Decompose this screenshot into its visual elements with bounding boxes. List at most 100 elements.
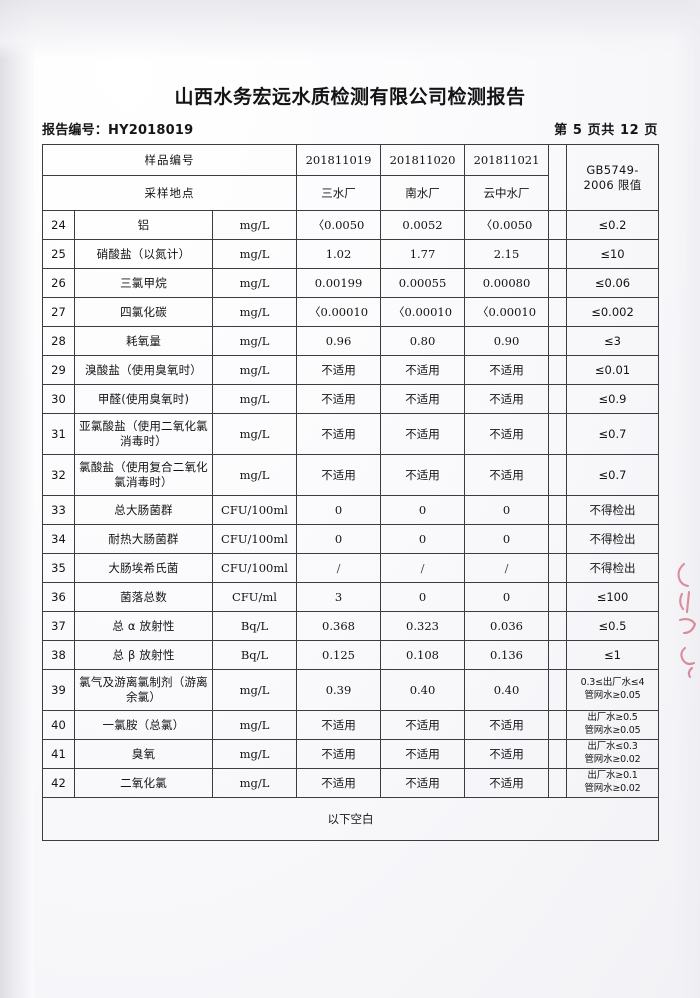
row-value-sample-3: / xyxy=(464,553,549,583)
row-unit: CFU/100ml xyxy=(212,553,297,583)
row-spacer xyxy=(548,611,567,641)
row-index: 35 xyxy=(42,553,75,583)
header-sample-site-label: 采样地点 xyxy=(42,175,297,211)
row-value-sample-1: 0 xyxy=(296,524,381,554)
row-spacer xyxy=(548,495,567,525)
row-unit: mg/L xyxy=(212,268,297,298)
row-limit-value: 出厂水≤0.3 管网水≥0.02 xyxy=(566,739,659,769)
row-spacer xyxy=(548,355,567,385)
row-index: 37 xyxy=(42,611,75,641)
row-index: 27 xyxy=(42,297,75,327)
row-value-sample-2: 0.80 xyxy=(380,326,465,356)
row-unit: Bq/L xyxy=(212,640,297,670)
paper-edge-shadow-left xyxy=(0,0,34,998)
row-spacer xyxy=(548,669,567,711)
table-row: 29 溴酸盐（使用臭氧时） mg/L 不适用 不适用 不适用 ≤0.01 xyxy=(42,355,659,385)
table-row: 28 耗氧量 mg/L 0.96 0.80 0.90 ≤3 xyxy=(42,326,659,356)
page-number: 第 5 页共 12 页 xyxy=(554,123,658,138)
row-parameter-name: 氯气及游离氯制剂（游离余氯） xyxy=(74,669,213,711)
row-index: 28 xyxy=(42,326,75,356)
row-limit-value: ≤3 xyxy=(566,326,659,356)
row-unit: mg/L xyxy=(212,669,297,711)
table-header-sample-site-row: 采样地点 三水厂 南水厂 云中水厂 xyxy=(42,175,659,211)
header-sample-site-1: 三水厂 xyxy=(296,175,381,211)
row-value-sample-3: 2.15 xyxy=(464,239,549,269)
table-row: 36 菌落总数 CFU/ml 3 0 0 ≤100 xyxy=(42,582,659,612)
row-unit: mg/L xyxy=(212,413,297,455)
row-value-sample-3: 0.40 xyxy=(464,669,549,711)
row-limit-value: 出厂水≥0.1 管网水≥0.02 xyxy=(566,768,659,798)
row-value-sample-2: 0.108 xyxy=(380,640,465,670)
row-spacer xyxy=(548,710,567,740)
row-value-sample-1: 0.125 xyxy=(296,640,381,670)
row-value-sample-1: 0.39 xyxy=(296,669,381,711)
table-row: 42 二氧化氯 mg/L 不适用 不适用 不适用 出厂水≥0.1 管网水≥0.02 xyxy=(42,768,659,798)
row-value-sample-2: / xyxy=(380,553,465,583)
row-value-sample-2: 不适用 xyxy=(380,384,465,414)
row-parameter-name: 四氯化碳 xyxy=(74,297,213,327)
table-header-sample-no-row: 样品编号 201811019 201811020 201811021 GB5749- 20… xyxy=(42,144,659,211)
row-limit-value: ≤0.2 xyxy=(566,210,659,240)
row-value-sample-3: 〈0.00010 xyxy=(464,297,549,327)
row-value-sample-2: 0.323 xyxy=(380,611,465,641)
row-value-sample-1: 不适用 xyxy=(296,768,381,798)
table-row: 40 一氯胺（总氯） mg/L 不适用 不适用 不适用 出厂水≥0.5 管网水≥0.05 xyxy=(42,710,659,740)
row-spacer xyxy=(548,413,567,455)
row-index: 41 xyxy=(42,739,75,769)
table-row: 31 亚氯酸盐（使用二氧化氯消毒时） mg/L 不适用 不适用 不适用 ≤0.7 xyxy=(42,413,659,455)
row-spacer xyxy=(548,384,567,414)
row-limit-value: ≤100 xyxy=(566,582,659,612)
row-index: 38 xyxy=(42,640,75,670)
header-sample-no-1: 201811019 xyxy=(296,144,381,176)
row-spacer xyxy=(548,297,567,327)
header-sample-no-3: 201811021 xyxy=(464,144,549,176)
row-value-sample-2: 不适用 xyxy=(380,413,465,455)
row-spacer xyxy=(548,239,567,269)
row-index: 30 xyxy=(42,384,75,414)
table-tail-row: 以下空白 xyxy=(42,797,659,841)
report-number: 报告编号：HY2018019 xyxy=(42,123,194,138)
row-value-sample-2: 0 xyxy=(380,524,465,554)
row-spacer xyxy=(548,640,567,670)
row-value-sample-1: 0.00199 xyxy=(296,268,381,298)
row-value-sample-2: 不适用 xyxy=(380,739,465,769)
row-unit: mg/L xyxy=(212,384,297,414)
document-meta: 报告编号：HY2018019 第 5 页共 12 页 xyxy=(42,119,658,138)
header-sample-no-label: 样品编号 xyxy=(42,144,297,176)
row-value-sample-1: / xyxy=(296,553,381,583)
row-parameter-name: 大肠埃希氏菌 xyxy=(74,553,213,583)
row-value-sample-1: 不适用 xyxy=(296,384,381,414)
row-limit-value: 不得检出 xyxy=(566,553,659,583)
table-row: 25 硝酸盐（以氮计） mg/L 1.02 1.77 2.15 ≤10 xyxy=(42,239,659,269)
row-limit-value: ≤0.06 xyxy=(566,268,659,298)
row-value-sample-3: 不适用 xyxy=(464,355,549,385)
row-limit-value: 出厂水≥0.5 管网水≥0.05 xyxy=(566,710,659,740)
table-row: 37 总 α 放射性 Bq/L 0.368 0.323 0.036 ≤0.5 xyxy=(42,611,659,641)
row-value-sample-3: 0.90 xyxy=(464,326,549,356)
row-spacer xyxy=(548,768,567,798)
row-limit-value: ≤0.9 xyxy=(566,384,659,414)
table-row: 41 臭氧 mg/L 不适用 不适用 不适用 出厂水≤0.3 管网水≥0.02 xyxy=(42,739,659,769)
row-index: 36 xyxy=(42,582,75,612)
row-unit: mg/L xyxy=(212,768,297,798)
row-index: 32 xyxy=(42,454,75,496)
row-value-sample-3: 不适用 xyxy=(464,768,549,798)
row-unit: mg/L xyxy=(212,739,297,769)
row-value-sample-3: 0 xyxy=(464,495,549,525)
row-value-sample-1: 不适用 xyxy=(296,710,381,740)
red-seal-stamp-icon xyxy=(677,562,697,679)
row-value-sample-1: 0 xyxy=(296,495,381,525)
row-unit: mg/L xyxy=(212,326,297,356)
row-index: 25 xyxy=(42,239,75,269)
row-value-sample-1: 〈0.0050 xyxy=(296,210,381,240)
row-unit: mg/L xyxy=(212,297,297,327)
row-index: 40 xyxy=(42,710,75,740)
row-unit: CFU/ml xyxy=(212,582,297,612)
row-parameter-name: 臭氧 xyxy=(74,739,213,769)
row-unit: Bq/L xyxy=(212,611,297,641)
header-sample-site-2: 南水厂 xyxy=(380,175,465,211)
row-value-sample-1: 3 xyxy=(296,582,381,612)
row-index: 33 xyxy=(42,495,75,525)
table-row: 39 氯气及游离氯制剂（游离余氯） mg/L 0.39 0.40 0.40 0.3≤出厂水≤… xyxy=(42,669,659,711)
